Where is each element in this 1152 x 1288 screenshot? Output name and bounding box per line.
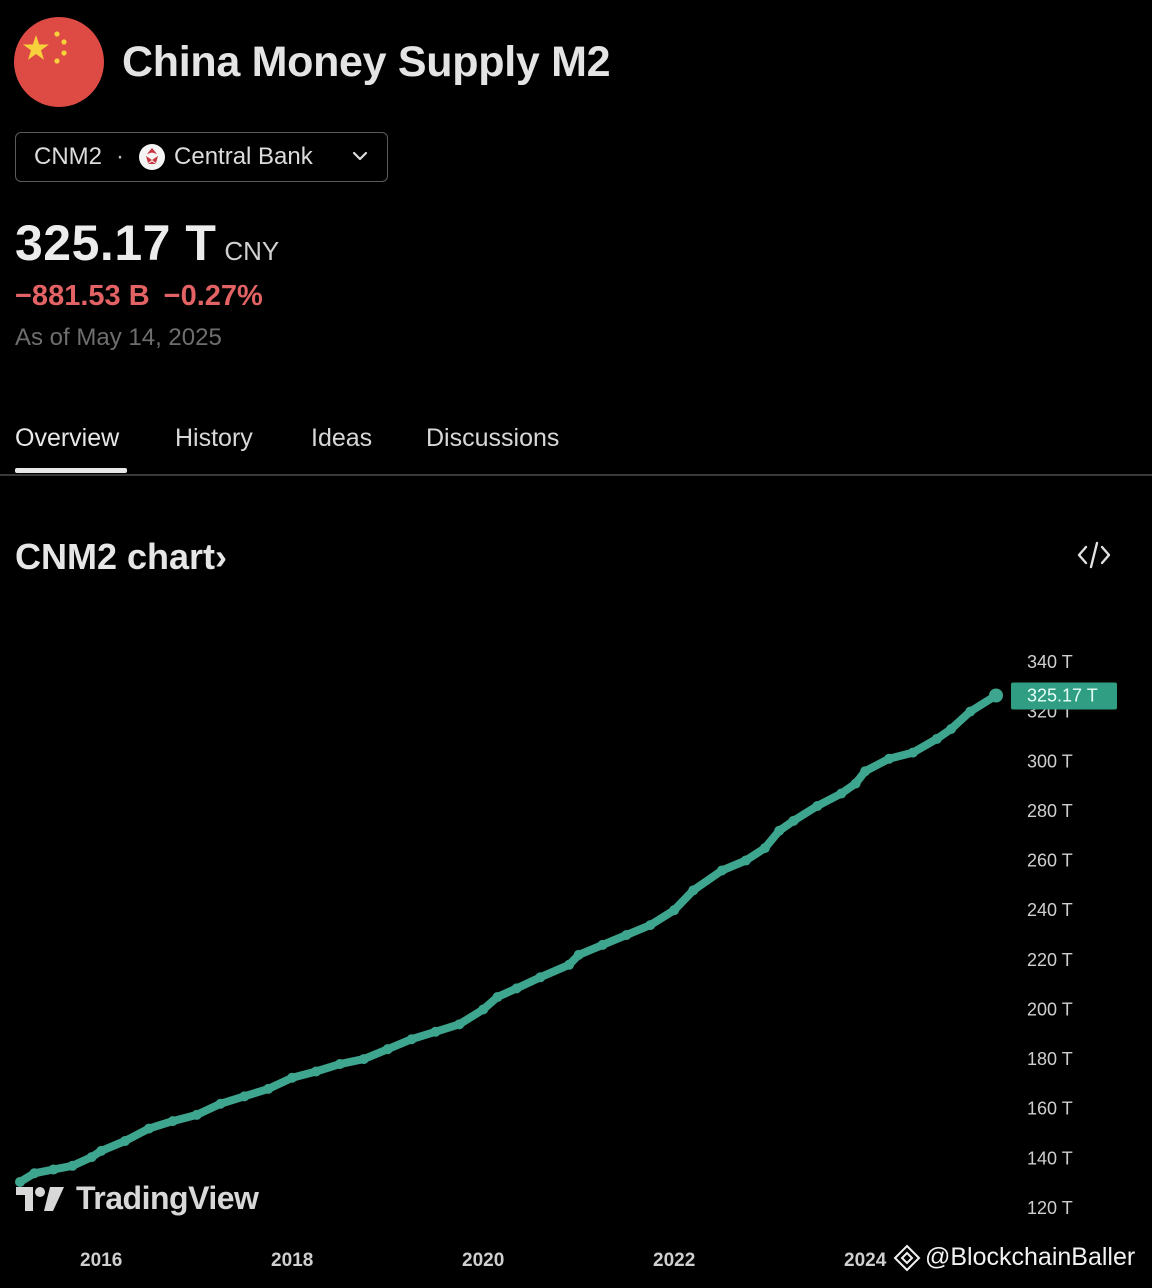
- last-value-tag: 325.17 T: [1011, 682, 1117, 710]
- change-percent: −0.27%: [163, 280, 263, 312]
- data-point: [382, 1044, 393, 1055]
- data-point: [358, 1054, 369, 1065]
- y-tick-label: 160 T: [1027, 1099, 1073, 1119]
- current-value: 325.17 T CNY: [15, 214, 279, 272]
- data-point: [716, 865, 727, 876]
- data-point: [774, 825, 785, 836]
- x-tick-label: 2016: [80, 1250, 122, 1271]
- data-point: [263, 1083, 274, 1094]
- last-value-label: 325.17 T: [1027, 686, 1098, 706]
- tab-history[interactable]: History: [175, 424, 253, 452]
- tab-bar: Overview History Ideas Discussions: [0, 420, 1152, 476]
- central-bank-icon: [139, 144, 166, 170]
- current-value-number: 325.17 T: [15, 215, 217, 271]
- data-point: [740, 855, 751, 866]
- tab-overview[interactable]: Overview: [15, 424, 120, 452]
- watermark-text: @BlockchainBaller: [925, 1243, 1136, 1271]
- tab-ideas[interactable]: Ideas: [311, 424, 373, 452]
- page-title: China Money Supply M2: [122, 38, 611, 86]
- tradingview-logo-text: TradingView: [76, 1180, 259, 1216]
- y-tick-label: 240 T: [1027, 900, 1073, 920]
- data-point: [759, 843, 770, 854]
- data-point: [86, 1152, 97, 1163]
- data-point: [311, 1066, 322, 1077]
- chart-heading-link[interactable]: CNM2 chart›: [15, 536, 227, 578]
- data-point: [478, 1004, 489, 1015]
- separator: ·: [116, 143, 125, 170]
- data-point: [989, 688, 1003, 703]
- value-change: −881.53 B −0.27%: [15, 280, 263, 313]
- data-point: [492, 992, 503, 1003]
- data-point: [96, 1145, 107, 1156]
- chart-title: CNM2 chart: [15, 536, 216, 577]
- data-point: [511, 983, 522, 994]
- y-tick-label: 340 T: [1027, 652, 1073, 672]
- data-point: [67, 1160, 78, 1171]
- data-point: [688, 885, 699, 896]
- data-point: [191, 1109, 202, 1120]
- as-of-date: As of May 14, 2025: [15, 324, 222, 351]
- chevron-right-icon: ›: [215, 536, 228, 577]
- data-point: [287, 1072, 298, 1083]
- y-tick-label: 260 T: [1027, 851, 1073, 871]
- change-absolute: −881.53 B: [15, 280, 150, 312]
- y-tick-label: 280 T: [1027, 801, 1073, 821]
- data-point: [29, 1168, 40, 1179]
- code-embed-icon[interactable]: [1076, 538, 1112, 572]
- data-point: [931, 733, 942, 744]
- x-tick-label: 2018: [271, 1250, 313, 1271]
- y-tick-label: 220 T: [1027, 950, 1073, 970]
- binance-diamond-icon: [893, 1244, 921, 1271]
- data-point: [15, 1176, 25, 1187]
- data-point: [167, 1116, 178, 1127]
- x-tick-label: 2020: [462, 1250, 504, 1271]
- chevron-down-icon: [352, 151, 368, 161]
- y-tick-label: 180 T: [1027, 1049, 1073, 1069]
- data-point: [48, 1164, 59, 1175]
- active-tab-indicator: [15, 468, 127, 473]
- tradingview-logo-icon: [16, 1186, 64, 1211]
- data-point: [812, 800, 823, 811]
- data-point: [621, 930, 632, 940]
- tradingview-logo: TradingView: [16, 1180, 259, 1217]
- data-point: [860, 766, 871, 777]
- y-tick-label: 300 T: [1027, 751, 1073, 771]
- data-point: [907, 747, 918, 758]
- tab-discussions[interactable]: Discussions: [426, 424, 560, 452]
- data-point: [597, 939, 608, 950]
- data-point: [215, 1098, 226, 1109]
- data-point: [788, 815, 799, 826]
- data-point: [564, 959, 575, 970]
- source-label: Central Bank: [174, 143, 313, 170]
- data-point: [836, 788, 847, 799]
- x-tick-label: 2024: [844, 1250, 887, 1271]
- data-point: [573, 949, 584, 960]
- watermark: @BlockchainBaller: [893, 1243, 1135, 1272]
- data-point: [946, 724, 957, 735]
- data-point: [454, 1019, 465, 1030]
- data-point: [120, 1135, 131, 1146]
- currency-unit: CNY: [224, 236, 280, 266]
- symbol-label: CNM2: [34, 143, 103, 170]
- data-point: [535, 972, 546, 983]
- series-line-cnm2: [16, 691, 1000, 1186]
- x-tick-label: 2022: [653, 1250, 695, 1271]
- data-point: [884, 753, 895, 764]
- y-tick-label: 200 T: [1027, 999, 1073, 1019]
- data-point: [143, 1123, 154, 1134]
- y-tick-label: 120 T: [1027, 1198, 1073, 1218]
- china-flag-icon: [14, 17, 104, 107]
- y-tick-label: 140 T: [1027, 1148, 1073, 1168]
- data-point: [645, 920, 656, 931]
- data-point: [334, 1059, 345, 1070]
- symbol-selector[interactable]: CNM2 · Central Bank: [15, 132, 388, 182]
- data-point: [850, 778, 861, 789]
- data-point: [239, 1091, 250, 1102]
- data-point: [406, 1034, 417, 1045]
- data-point: [965, 706, 976, 717]
- data-point: [430, 1026, 441, 1037]
- data-point: [669, 905, 680, 916]
